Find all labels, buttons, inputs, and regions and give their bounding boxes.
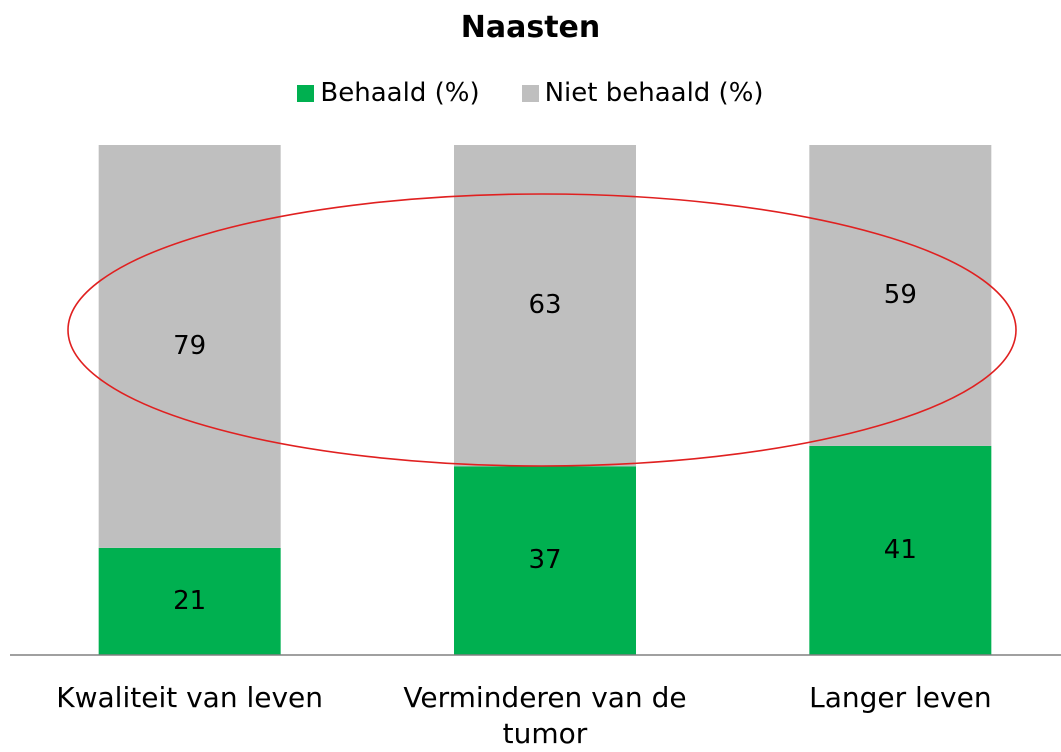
- bar-segment: [98, 547, 281, 655]
- legend-item: Niet behaald (%): [521, 78, 764, 108]
- data-label: 41: [884, 535, 917, 565]
- data-label: 59: [884, 280, 917, 310]
- chart-title: Naasten: [460, 10, 601, 45]
- legend-swatch: [297, 84, 315, 102]
- x-tick-label: Kwaliteit van leven: [56, 681, 324, 714]
- legend-label: Niet behaald (%): [544, 78, 764, 108]
- legend: Behaald (%) Niet behaald (%): [0, 78, 1061, 108]
- bar-segment: [809, 445, 992, 655]
- data-label: 63: [528, 290, 561, 320]
- legend-swatch: [521, 84, 539, 102]
- annotation-ellipse: [67, 193, 1017, 467]
- legend-item: Behaald (%): [297, 78, 480, 108]
- data-label: 79: [173, 331, 206, 361]
- bar-segment: [454, 145, 636, 467]
- bar-segment: [809, 145, 992, 446]
- bar-segment: [98, 145, 281, 548]
- x-tick-label: Verminderen van de tumor: [403, 681, 687, 750]
- data-label: 37: [528, 545, 561, 575]
- bar-segment: [454, 466, 636, 655]
- data-label: 21: [173, 586, 206, 616]
- legend-label: Behaald (%): [320, 78, 480, 108]
- x-tick-label: Langer leven: [809, 681, 992, 714]
